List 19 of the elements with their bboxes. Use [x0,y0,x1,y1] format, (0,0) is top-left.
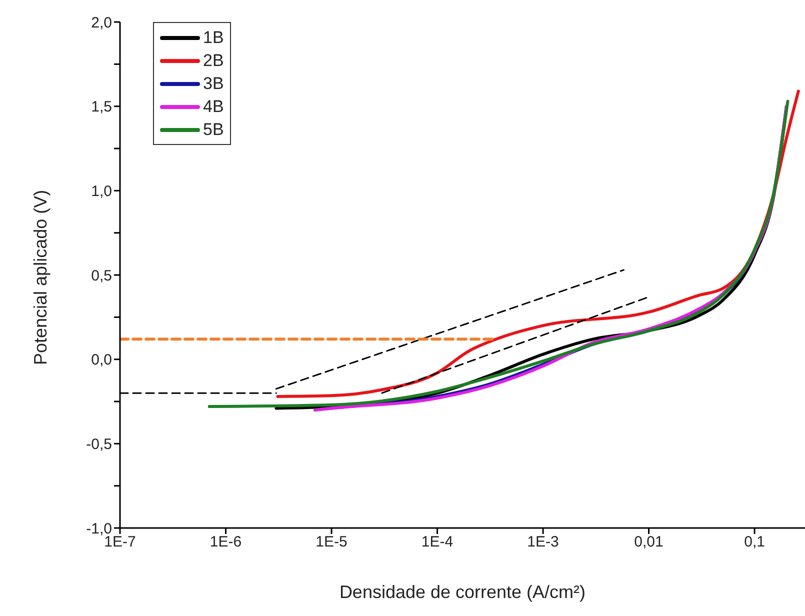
legend-label: 4B [203,96,224,116]
x-tick-label: 0,01 [634,534,664,551]
legend-label: 2B [203,50,224,70]
x-tick-label: 1E-3 [527,534,559,551]
x-tick-label: 0,1 [744,534,765,551]
legend-label: 5B [203,120,224,140]
y-tick-label: -0,5 [86,436,112,453]
legend-label: 3B [203,74,224,94]
y-tick-label: 1,0 [91,182,112,200]
y-axis-title: Potencial aplicado (V) [30,190,50,365]
x-tick-label: 1E-4 [421,534,454,551]
legend-label: 1B [203,28,224,48]
y-tick-label: 0,0 [91,352,112,369]
x-axis-title: Densidade de corrente (A/cm²) [339,582,586,602]
y-tick-label: 0,5 [91,267,112,284]
x-tick-label: 1E-6 [210,534,242,551]
y-tick-label: 1,5 [91,98,112,116]
x-tick-label: 1E-5 [316,534,348,551]
y-tick-label: 2,0 [91,14,112,32]
